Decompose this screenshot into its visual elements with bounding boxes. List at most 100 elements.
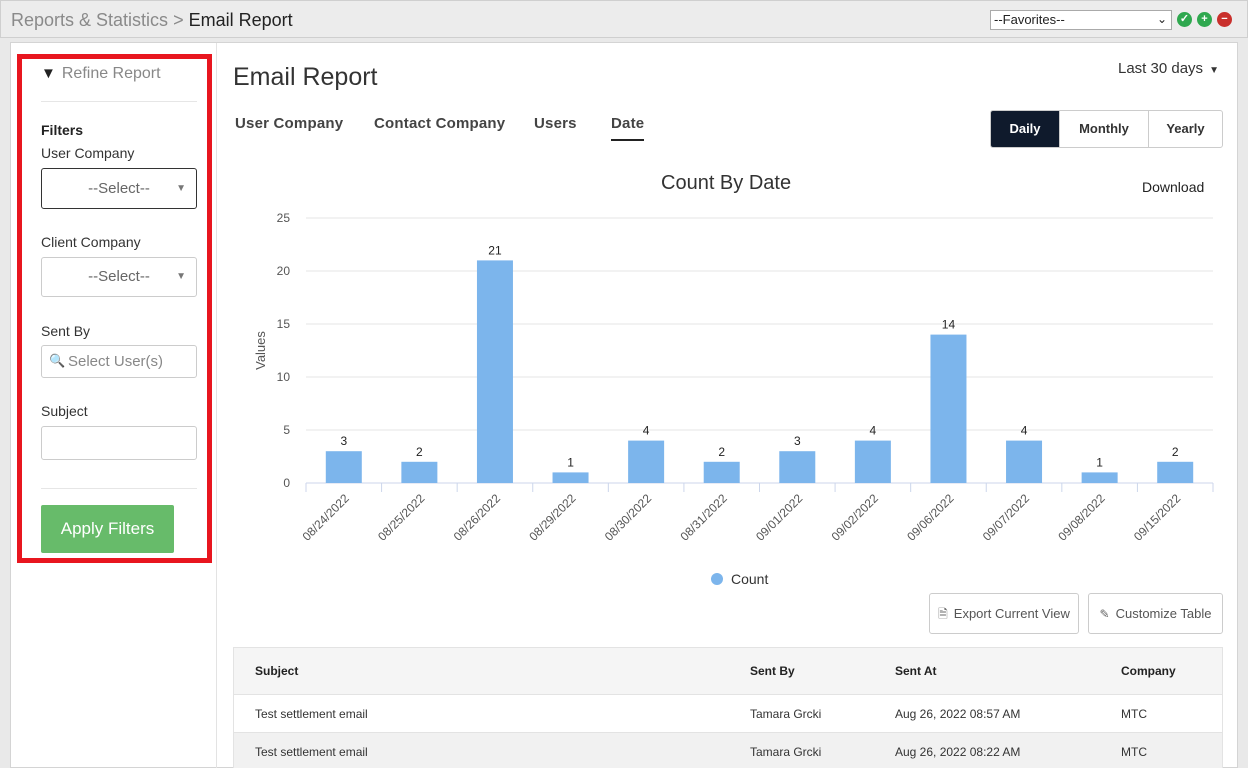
x-tick-label: 09/07/2022 (980, 491, 1033, 544)
data-label: 21 (488, 243, 502, 257)
cell-sent-at: Aug 26, 2022 08:57 AM (895, 706, 1021, 721)
y-tick-label: 10 (277, 370, 291, 384)
legend-label: Count (731, 571, 768, 587)
data-label: 3 (794, 434, 801, 448)
y-tick-label: 25 (277, 211, 291, 225)
user-company-label: User Company (41, 145, 135, 161)
divider (41, 488, 197, 489)
cell-subject: Test settlement email (255, 706, 368, 721)
breadcrumb-current: Email Report (188, 10, 293, 30)
y-axis-title: Values (253, 331, 268, 370)
y-tick-label: 5 (283, 423, 290, 437)
client-company-select[interactable]: --Select-- ▼ (41, 257, 197, 297)
sent-by-search-input[interactable]: 🔍 Select User(s) (41, 345, 197, 378)
dropdown-arrow-icon: ▼ (176, 183, 186, 194)
yearly-button[interactable]: Yearly (1148, 111, 1222, 147)
filter-icon: ▼ (41, 65, 56, 82)
column-header-company[interactable]: Company (1121, 664, 1176, 678)
bar (1157, 461, 1194, 483)
check-icon[interactable]: ✓ (1177, 12, 1192, 27)
data-label: 4 (870, 424, 877, 438)
bar (1081, 472, 1118, 483)
data-label: 4 (1021, 424, 1028, 438)
x-tick-label: 08/24/2022 (300, 491, 353, 544)
report-panel: ▼ Refine Report Filters User Company --Se… (10, 42, 1238, 768)
email-table: Subject Sent By Sent At Company Test set… (233, 647, 1223, 768)
bar (703, 461, 740, 483)
search-icon: 🔍 (49, 353, 66, 368)
table-header-row: Subject Sent By Sent At Company (234, 648, 1222, 694)
user-company-select[interactable]: --Select-- ▼ (41, 168, 197, 209)
cell-sent-at: Aug 26, 2022 08:22 AM (895, 744, 1021, 759)
data-label: 1 (567, 455, 574, 469)
top-bar: Reports & Statistics > Email Report --Fa… (0, 0, 1248, 38)
bar (930, 334, 967, 483)
customize-label: Customize Table (1115, 606, 1212, 621)
y-tick-label: 0 (283, 476, 290, 490)
column-header-sent-by[interactable]: Sent By (750, 664, 795, 678)
breadcrumb: Reports & Statistics > Email Report (11, 10, 293, 31)
plus-icon[interactable]: + (1197, 12, 1212, 27)
table-row[interactable]: Test settlement email Tamara Grcki Aug 2… (234, 732, 1222, 768)
column-header-subject[interactable]: Subject (255, 664, 299, 678)
export-label: Export Current View (953, 606, 1070, 621)
file-export-icon: 🗎 (938, 607, 948, 621)
refine-report-header: ▼ Refine Report (41, 65, 161, 83)
tab-contact-company[interactable]: Contact Company (374, 115, 506, 132)
bar (854, 440, 891, 483)
cell-sent-by: Tamara Grcki (750, 744, 822, 759)
caret-down-icon: ▼ (1209, 65, 1219, 76)
divider (41, 101, 197, 102)
cell-company: MTC (1121, 744, 1147, 759)
x-tick-label: 08/26/2022 (451, 491, 504, 544)
x-tick-label: 09/08/2022 (1055, 491, 1108, 544)
user-company-value: --Select-- (88, 180, 150, 197)
cell-company: MTC (1121, 706, 1147, 721)
column-header-sent-at[interactable]: Sent At (895, 664, 937, 678)
table-row[interactable]: Test settlement email Tamara Grcki Aug 2… (234, 694, 1222, 732)
bar (779, 451, 816, 483)
cell-subject: Test settlement email (255, 744, 368, 759)
tab-user-company[interactable]: User Company (235, 115, 344, 132)
x-tick-label: 08/30/2022 (602, 491, 655, 544)
pencil-icon: ✎ (1099, 607, 1110, 621)
filters-heading: Filters (41, 122, 84, 138)
sent-by-label: Sent By (41, 323, 91, 339)
x-tick-label: 09/02/2022 (829, 491, 882, 544)
period-dropdown[interactable]: Last 30 days ▼ (1118, 60, 1219, 77)
data-label: 3 (340, 434, 347, 448)
x-tick-label: 08/29/2022 (526, 491, 579, 544)
x-tick-label: 09/01/2022 (753, 491, 806, 544)
download-link[interactable]: Download (1142, 179, 1205, 195)
monthly-button[interactable]: Monthly (1059, 111, 1148, 147)
data-label: 2 (1172, 445, 1179, 459)
data-label: 2 (718, 445, 725, 459)
tab-users[interactable]: Users (534, 115, 577, 132)
tab-date[interactable]: Date (611, 115, 645, 141)
apply-filters-button[interactable]: Apply Filters (41, 505, 174, 553)
daily-button[interactable]: Daily (991, 111, 1059, 147)
data-label: 1 (1096, 455, 1103, 469)
client-company-label: Client Company (41, 234, 141, 250)
minus-icon[interactable]: − (1217, 12, 1232, 27)
bar (1006, 440, 1043, 483)
count-by-date-chart: 0510152025Values308/24/2022208/25/202221… (253, 211, 1214, 587)
customize-table-button[interactable]: ✎ Customize Table (1088, 593, 1223, 634)
x-tick-label: 09/06/2022 (904, 491, 957, 544)
x-tick-label: 08/31/2022 (677, 491, 730, 544)
y-tick-label: 15 (277, 317, 291, 331)
period-value: Last 30 days (1118, 60, 1204, 77)
favorites-select[interactable]: --Favorites-- ⌄ (990, 10, 1172, 30)
breadcrumb-parent[interactable]: Reports & Statistics (11, 10, 169, 30)
sidebar-highlight-box (17, 54, 212, 563)
subject-input[interactable] (41, 426, 197, 460)
refine-sidebar: ▼ Refine Report Filters User Company --Se… (11, 43, 217, 768)
sent-by-placeholder: Select User(s) (68, 353, 164, 370)
x-tick-label: 08/25/2022 (375, 491, 428, 544)
legend-marker (711, 573, 723, 585)
bar (401, 461, 438, 483)
client-company-value: --Select-- (88, 268, 150, 285)
export-current-view-button[interactable]: 🗎 Export Current View (929, 593, 1079, 634)
chart-title: Count By Date (661, 172, 792, 194)
chevron-down-icon: ⌄ (1156, 12, 1167, 26)
